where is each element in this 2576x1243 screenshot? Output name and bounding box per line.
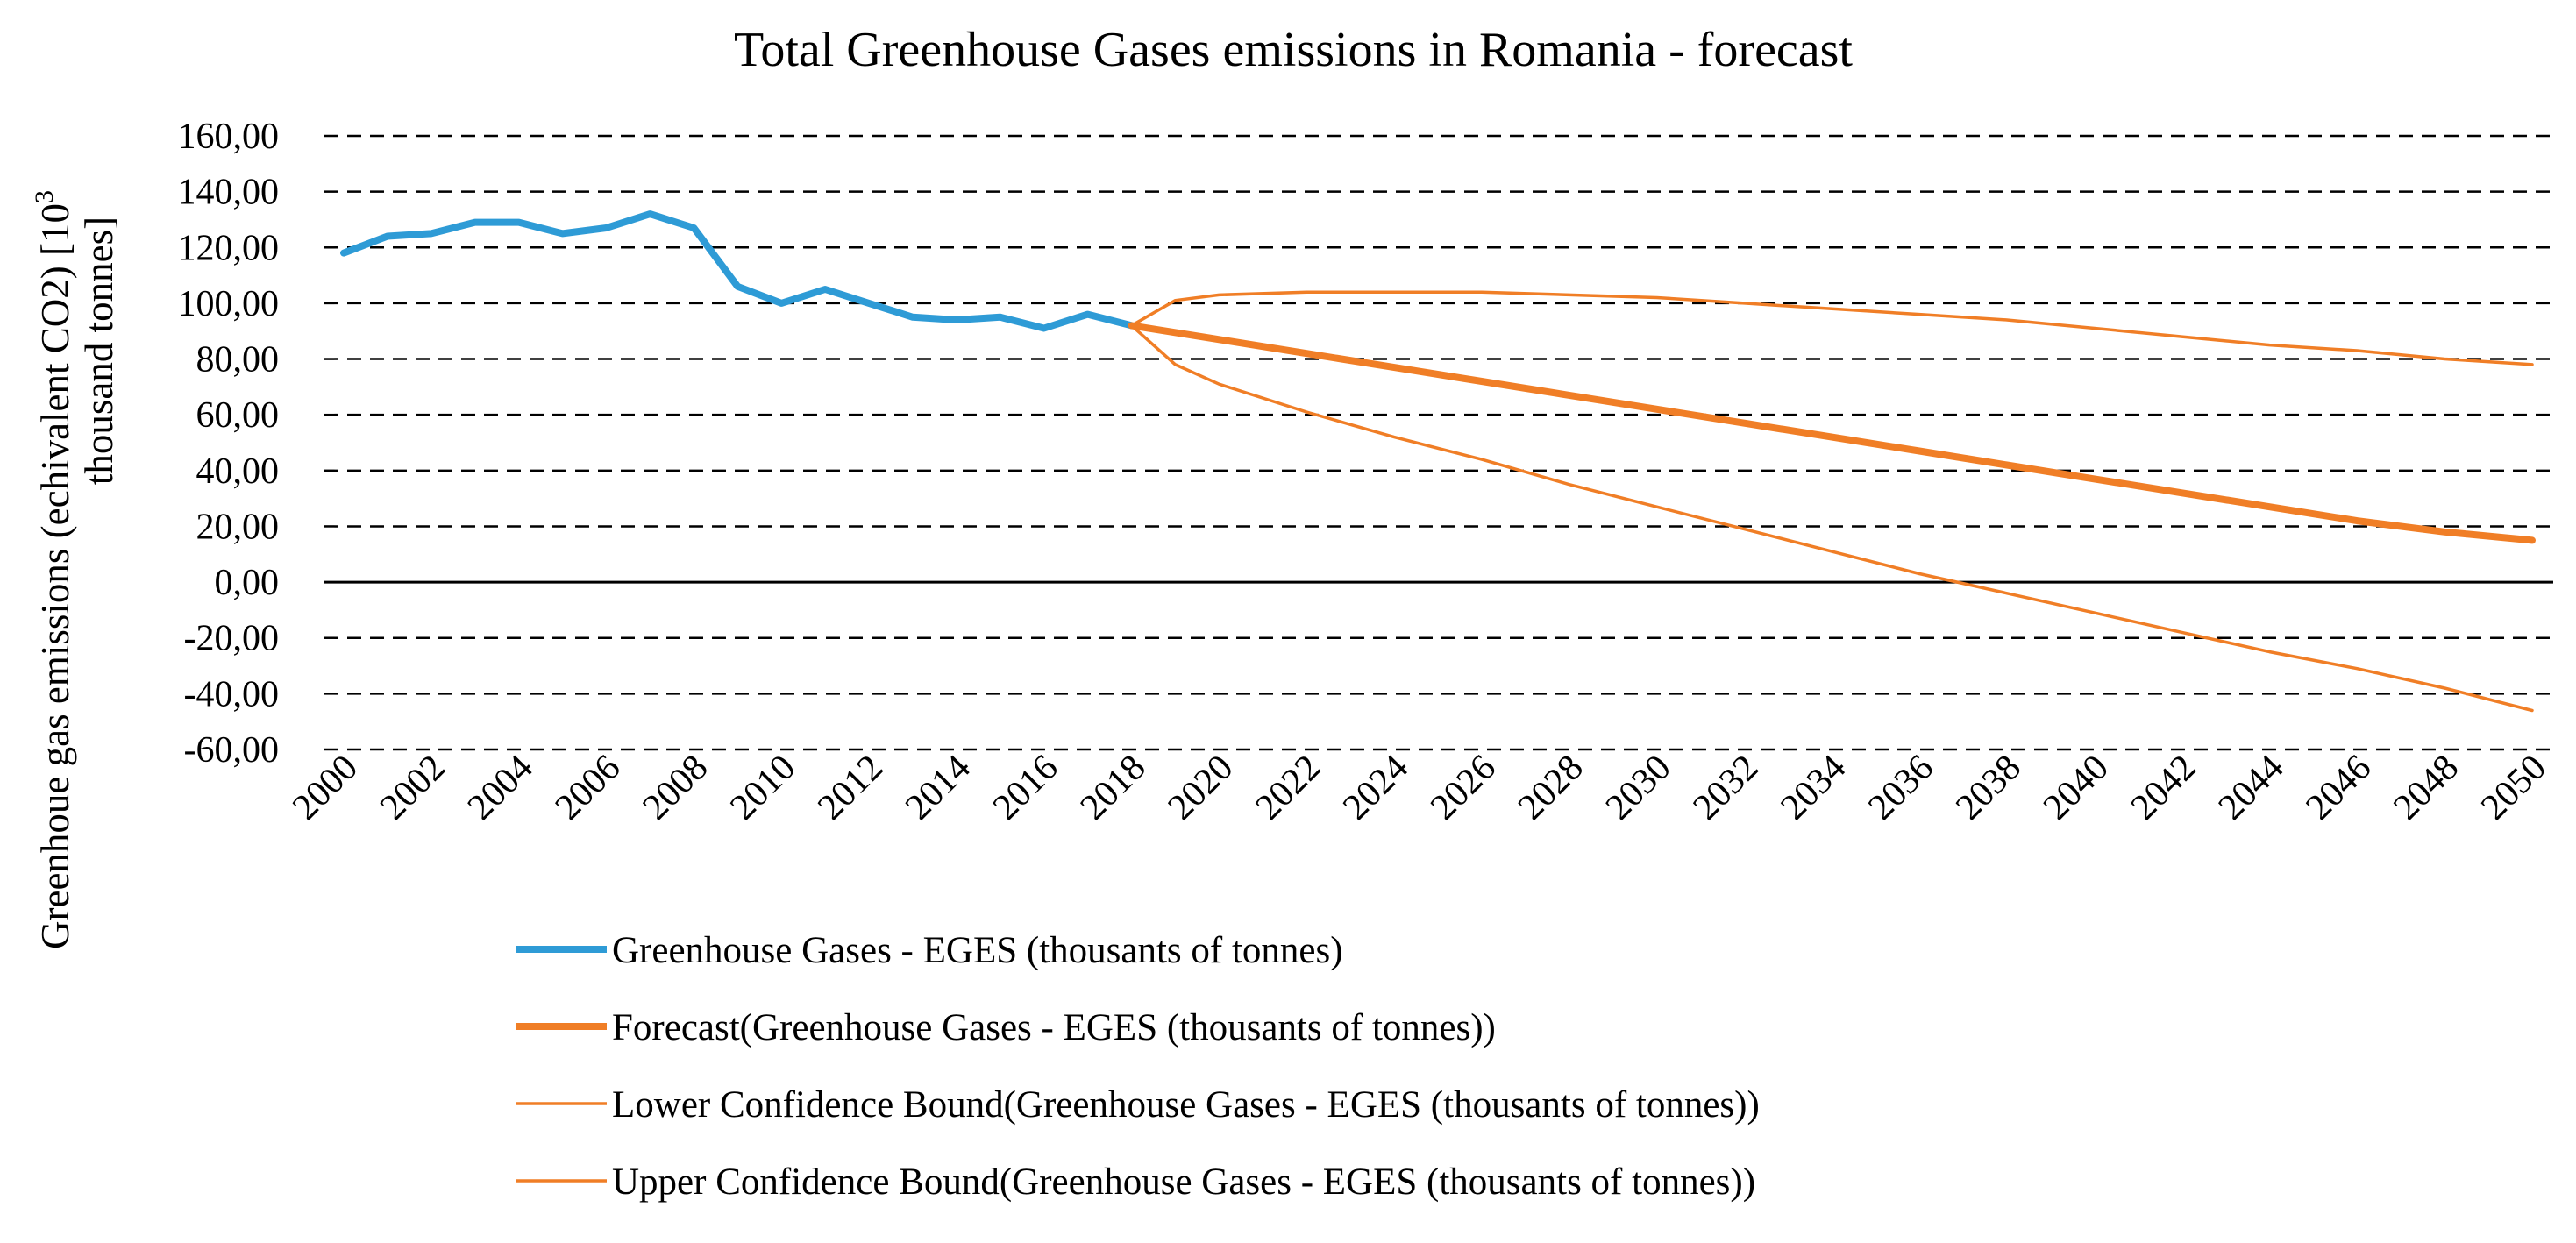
y-tick-label: -20,00: [184, 619, 280, 659]
y-axis-title-line1: Greenhoue gas emissions (echivalent CO2)…: [33, 203, 77, 949]
y-tick-label: 0,00: [215, 563, 280, 603]
x-tick-label: 2002: [373, 748, 453, 828]
y-tick-label: 40,00: [196, 451, 280, 492]
chart-title: Total Greenhouse Gases emissions in Roma…: [734, 23, 1853, 77]
series-line-2: [1128, 322, 2536, 544]
x-tick-label: 2000: [285, 748, 366, 828]
x-tick-label: 2050: [2473, 748, 2554, 828]
series-line-1: [340, 210, 1135, 332]
y-tick-label: 100,00: [178, 284, 280, 324]
y-tick-label: 120,00: [178, 228, 280, 268]
legend-label-2: Forecast(Greenhouse Gases - EGES (thousa…: [612, 1007, 1496, 1048]
x-tick-label: 2020: [1161, 748, 1242, 828]
legend: Greenhouse Gases - EGES (thousants of to…: [516, 930, 1760, 1203]
y-tick-label: 20,00: [196, 507, 280, 547]
x-tick-label: 2046: [2298, 748, 2379, 828]
x-tick-label: 2024: [1335, 748, 1416, 828]
x-tick-label: 2032: [1686, 748, 1767, 828]
y-tick-label: 140,00: [178, 173, 280, 213]
x-tick-label: 2044: [2211, 748, 2292, 828]
x-tick-label: 2036: [1861, 748, 1941, 828]
legend-label-4: Upper Confidence Bound(Greenhouse Gases …: [612, 1161, 1755, 1203]
legend-label-3: Lower Confidence Bound(Greenhouse Gases …: [612, 1084, 1760, 1126]
x-tick-label: 2048: [2386, 748, 2466, 828]
x-tick-label: 2034: [1773, 748, 1854, 828]
y-axis-title: Greenhoue gas emissions (echivalent CO2)…: [30, 190, 77, 949]
y-tick-label: 160,00: [178, 117, 280, 157]
x-tick-label: 2022: [1248, 748, 1328, 828]
x-tick-label: 2028: [1511, 748, 1591, 828]
gridlines: [324, 134, 2553, 751]
x-tick-label: 2006: [548, 748, 629, 828]
x-tick-label: 2038: [1948, 748, 2029, 828]
x-tick-label: 2030: [1598, 748, 1679, 828]
x-tick-label: 2016: [986, 748, 1066, 828]
y-axis-title-line2: thousand tonnes]: [77, 217, 121, 485]
y-tick-label: 80,00: [196, 340, 280, 380]
y-tick-label: 60,00: [196, 395, 280, 436]
y-tick-label: -40,00: [184, 674, 280, 714]
y-axis-title-superscript: 3: [30, 190, 59, 203]
x-tick-label: 2012: [810, 748, 891, 828]
x-tick-label: 2026: [1423, 748, 1504, 828]
y-axis-ticks: 160,00 140,00 120,00 100,00 80,00 60,00 40,00 2…: [178, 117, 280, 771]
series-lines: [340, 210, 2536, 713]
x-tick-label: 2018: [1073, 748, 1154, 828]
series-line-3: [1129, 323, 2534, 713]
series-line-4: [1129, 290, 2534, 366]
x-tick-label: 2004: [460, 748, 541, 828]
x-tick-label: 2014: [898, 748, 978, 828]
x-tick-label: 2040: [2036, 748, 2117, 828]
x-tick-label: 2042: [2124, 748, 2204, 828]
x-tick-label: 2010: [722, 748, 803, 828]
x-tick-label: 2008: [636, 748, 716, 828]
legend-label-1: Greenhouse Gases - EGES (thousants of to…: [612, 930, 1343, 971]
y-tick-label: -60,00: [184, 730, 280, 771]
x-axis-ticks: 2000 2002 2004 2006 2008 2010 2012 2014 2016 2018…: [285, 748, 2554, 828]
